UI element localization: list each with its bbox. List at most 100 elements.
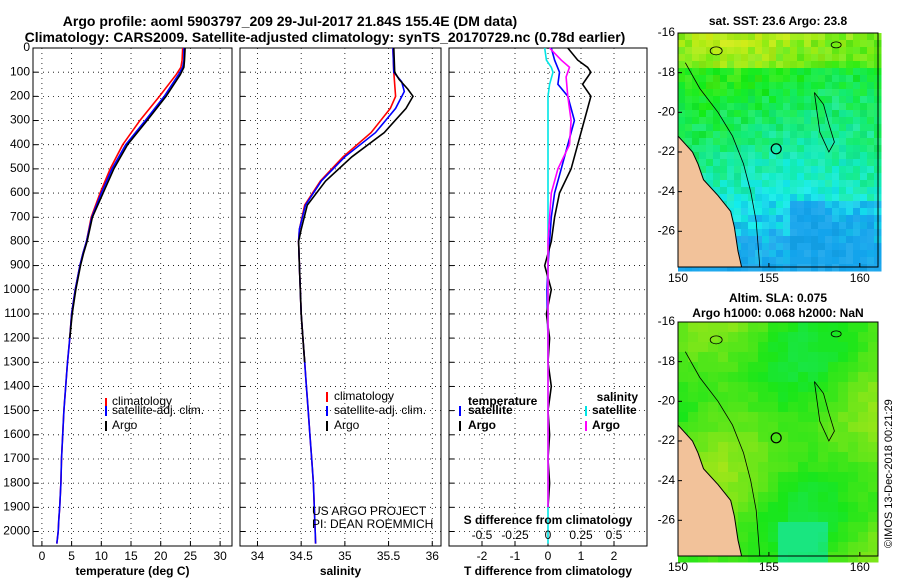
map-pixel [838, 372, 849, 383]
map-pixel [678, 372, 689, 383]
map-pixel [748, 222, 756, 230]
map-pixel [798, 532, 809, 543]
map-pixel [720, 264, 728, 272]
lon-tick-label: 155 [759, 271, 779, 285]
map-pixel [825, 187, 833, 195]
map-pixel [706, 96, 714, 104]
map-pixel [839, 215, 847, 223]
map-pixel [748, 482, 759, 493]
map-pixel [699, 124, 707, 132]
lat-tick-label: -24 [658, 184, 676, 198]
map-pixel [811, 131, 819, 139]
map-pixel [720, 33, 728, 41]
map-pixel [860, 250, 868, 258]
x-axis-label: T difference from climatology [464, 564, 632, 578]
map-pixel [699, 131, 707, 139]
map-pixel [853, 54, 861, 62]
map-pixel [838, 342, 849, 353]
map-pixel [839, 96, 847, 104]
map-pixel [776, 201, 784, 209]
map-pixel [769, 187, 777, 195]
map-pixel [741, 201, 749, 209]
map-pixel [798, 442, 809, 453]
map-pixel [783, 103, 791, 111]
map-pixel [818, 201, 826, 209]
lon-tick-label: 155 [759, 560, 779, 574]
map-pixel [762, 166, 770, 174]
map-pixel [797, 166, 805, 174]
map-pixel [853, 180, 861, 188]
map-pixel [708, 322, 719, 333]
map-pixel [783, 96, 791, 104]
map-pixel [692, 61, 700, 69]
map-pixel [762, 236, 770, 244]
map-pixel [868, 512, 879, 523]
map-pixel [713, 138, 721, 146]
map-pixel [804, 236, 812, 244]
map-pixel [860, 152, 868, 160]
map-pixel [828, 442, 839, 453]
legend-label-satellite: satellite-adj. clim. [334, 403, 426, 417]
map-pixel [758, 472, 769, 483]
map-pixel [846, 229, 854, 237]
map-pixel [797, 124, 805, 132]
salinity-panel: 34 34.5 35 35.5 36 salinity [239, 47, 442, 578]
map-pixel [778, 402, 789, 413]
map-pixel [727, 82, 735, 90]
map-pixel [748, 522, 759, 533]
map-pixel [828, 472, 839, 483]
map-pixel [808, 402, 819, 413]
map-pixel [748, 208, 756, 216]
map-pixel [708, 362, 719, 373]
map-pixel [848, 402, 859, 413]
island-contour [830, 330, 842, 338]
map-pixel [755, 166, 763, 174]
map-pixel [788, 442, 799, 453]
map-pixel [776, 236, 784, 244]
map-pixel [708, 392, 719, 403]
map-pixel [768, 422, 779, 433]
map-pixel [808, 392, 819, 403]
map-pixel [818, 75, 826, 83]
map-pixel [848, 492, 859, 503]
map-pixel [832, 159, 840, 167]
map-pixel [818, 40, 826, 48]
map-pixel [825, 110, 833, 118]
map-pixel [708, 382, 719, 393]
map-pixel [741, 236, 749, 244]
map-pixel [846, 215, 854, 223]
map-pixel [858, 472, 869, 483]
map-pixel [768, 322, 779, 333]
map-pixel [818, 180, 826, 188]
map-pixel [867, 117, 875, 125]
map-pixel [713, 47, 721, 55]
map-pixel [846, 208, 854, 216]
map-pixel [838, 552, 849, 563]
map-pixel [748, 201, 756, 209]
map-pixel [748, 332, 759, 343]
series-line-s-argo [547, 47, 572, 508]
map-pixel [769, 222, 777, 230]
map-pixel [734, 215, 742, 223]
map-pixel [698, 402, 709, 413]
map-pixel [846, 68, 854, 76]
map-pixel [706, 180, 714, 188]
map-pixel [769, 264, 777, 272]
map-pixel [741, 222, 749, 230]
map-pixel [832, 250, 840, 258]
map-pixel [818, 96, 826, 104]
map-pixel [818, 392, 829, 403]
map-pixel [798, 552, 809, 563]
map-pixel [783, 215, 791, 223]
map-pixel [778, 372, 789, 383]
secondary-tick-label: 0 [545, 528, 552, 542]
map-pixel [818, 552, 829, 563]
map-pixel [762, 173, 770, 181]
map-pixel [778, 422, 789, 433]
map-pixel [848, 452, 859, 463]
map-pixel [758, 362, 769, 373]
map-pixel [734, 180, 742, 188]
map-pixel [762, 145, 770, 153]
map-pixel [832, 89, 840, 97]
map-pixel [846, 159, 854, 167]
